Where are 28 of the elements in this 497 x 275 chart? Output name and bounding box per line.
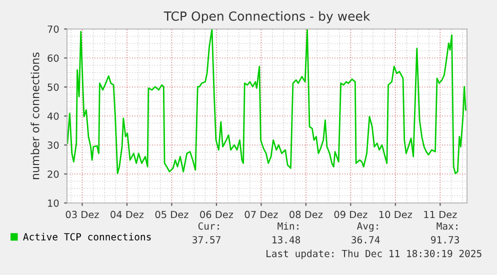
x-tick-label: 03 Dez	[66, 210, 99, 218]
text: Last update: Thu Dec 11 18:30:19 2025	[266, 250, 482, 260]
y-tick-label: 50	[48, 83, 59, 91]
x-tick-label: 10 Dez	[379, 210, 412, 218]
legend-label: Active TCP connections	[23, 232, 151, 240]
x-tick-label: 07 Dez	[244, 210, 278, 218]
y-tick-label: 20	[48, 170, 59, 178]
y-tick-label: 40	[47, 112, 59, 120]
x-tick-label: 04 Dez	[110, 210, 144, 218]
y-tick-label: 60	[48, 54, 59, 62]
text: Max:	[436, 222, 458, 230]
y-tick-label: 70	[48, 25, 59, 33]
x-tick-label: 09 Dez	[334, 210, 368, 218]
text: Min:	[278, 222, 298, 230]
x-tick-label: 08 Dez	[290, 210, 323, 218]
text: Cur:	[198, 222, 219, 230]
x-tick-label: 11 Dez	[424, 210, 457, 218]
x-tick-label: 05 Dez	[155, 210, 188, 218]
text: 13.48	[272, 236, 300, 244]
y-axis-title: number of connections	[30, 52, 40, 180]
text: Avg:	[356, 222, 378, 232]
y-tick-label: 10	[48, 199, 59, 207]
y-tick-label: 30	[48, 141, 59, 149]
text: 36.74	[352, 236, 380, 244]
text: 91.73	[431, 236, 459, 244]
text: 37.57	[192, 236, 220, 244]
x-tick-label: 06 Dez	[200, 210, 234, 218]
chart-title: TCP Open Connections - by week	[164, 11, 370, 24]
